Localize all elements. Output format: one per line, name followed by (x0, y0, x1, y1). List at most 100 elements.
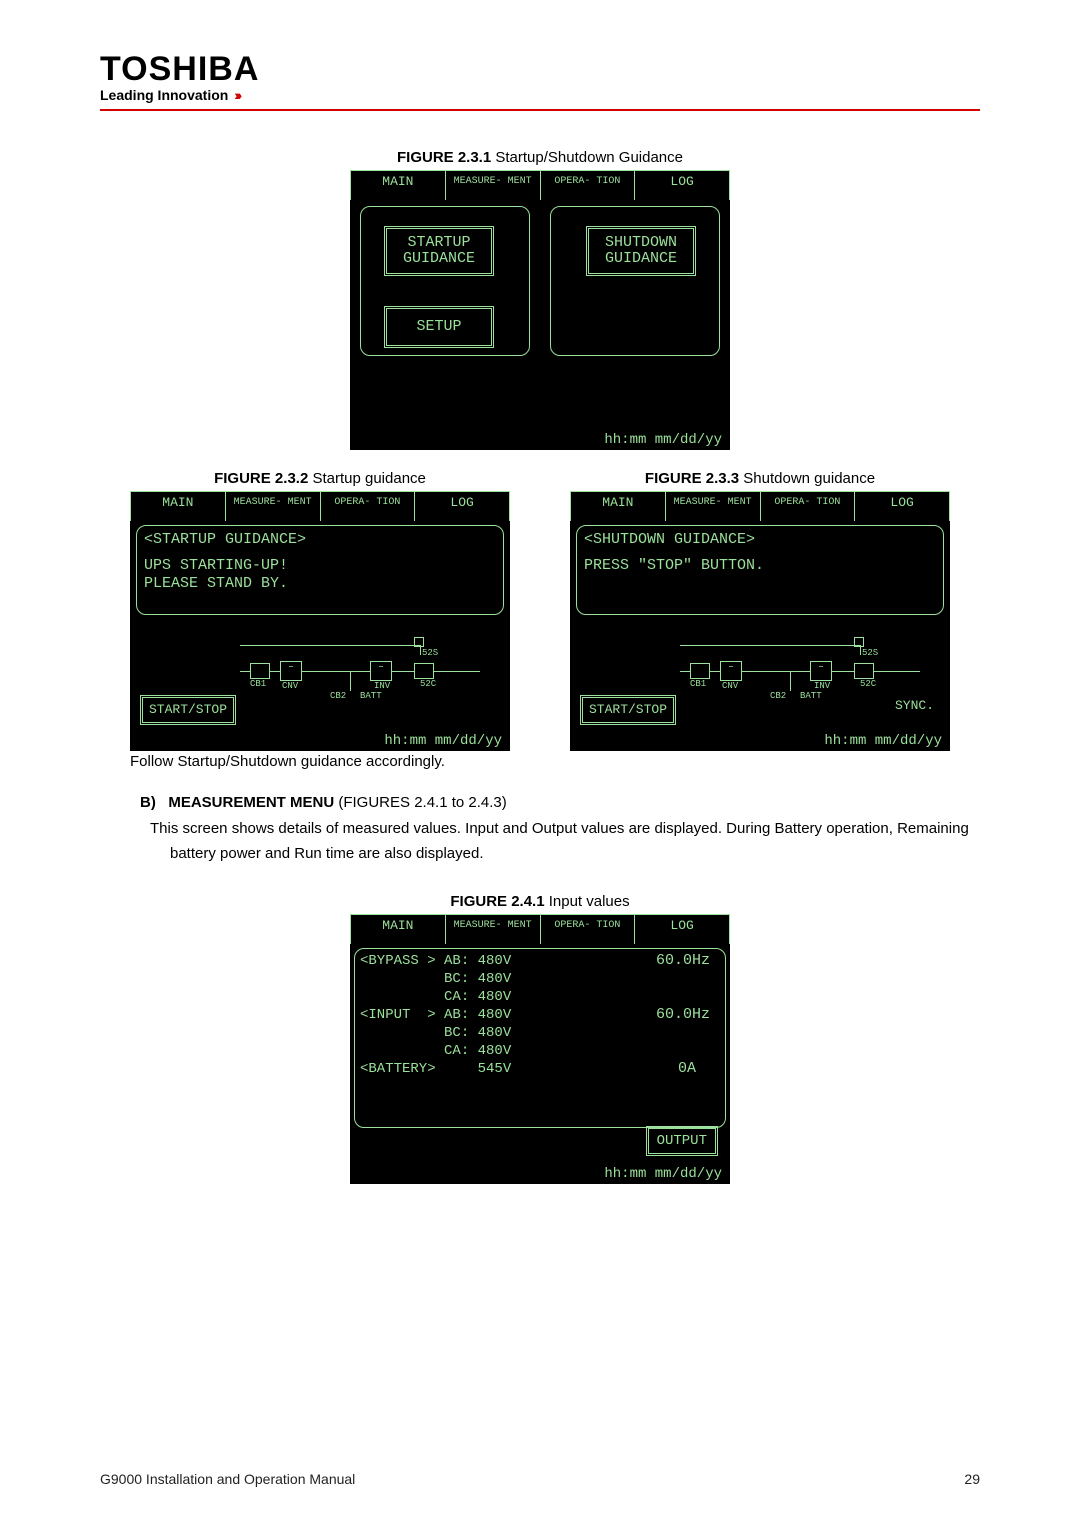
fig232-followup: Follow Startup/Shutdown guidance accordi… (130, 753, 445, 770)
inv-label: INV (374, 681, 390, 691)
tab-measurement-label: MEASURE- MENT (446, 175, 540, 189)
fig231-lcd: MAIN MEASURE- MENT OPERA- TION LOG START… (350, 170, 730, 450)
tab-log-label: LOG (855, 496, 949, 510)
fig232-caption-bold: FIGURE 2.3.2 (214, 470, 308, 487)
tagline-text: Leading Innovation (100, 87, 228, 103)
cnv-icon: ∼ (720, 661, 742, 681)
tab-log-label: LOG (635, 175, 729, 189)
tab-operation[interactable]: OPERA- TION (541, 170, 636, 200)
tab-main-label: MAIN (351, 919, 445, 933)
row-fig232-233: FIGURE 2.3.2 Startup guidance MAIN MEASU… (100, 470, 980, 770)
header-divider (100, 109, 980, 111)
fig241-lcd: MAIN MEASURE- MENT OPERA- TION LOG <BYPA… (350, 914, 730, 1184)
fig241-caption-bold: FIGURE 2.4.1 (450, 893, 544, 910)
cb1-icon (690, 663, 710, 679)
fig231-caption-bold: FIGURE 2.3.1 (397, 149, 491, 166)
tab-log[interactable]: LOG (635, 170, 730, 200)
section-b-heading: B) MEASUREMENT MENU (FIGURES 2.4.1 to 2.… (140, 790, 980, 816)
fig232-lcd: MAIN MEASURE- MENT OPERA- TION LOG <STAR… (130, 491, 510, 751)
fig231-tabs: MAIN MEASURE- MENT OPERA- TION LOG (350, 170, 730, 200)
s2s-box-icon (854, 637, 864, 647)
start-stop-button[interactable]: START/STOP (580, 695, 676, 725)
fig233-caption-rest: Shutdown guidance (739, 470, 875, 487)
section-b-rest: (FIGURES 2.4.1 to 2.4.3) (334, 794, 507, 811)
fig232-line2: UPS STARTING-UP! PLEASE STAND BY. (144, 557, 288, 593)
fig232-caption: FIGURE 2.3.2 Startup guidance (214, 470, 426, 487)
tab-log-label: LOG (415, 496, 509, 510)
tagline: Leading Innovation ››› (100, 87, 980, 103)
fig231-clock: hh:mm mm/dd/yy (604, 432, 722, 448)
startup-guidance-button[interactable]: STARTUP GUIDANCE (384, 226, 494, 276)
tab-measurement[interactable]: MEASURE- MENT (226, 491, 321, 521)
cb1-label: CB1 (250, 679, 266, 689)
inv-label: INV (814, 681, 830, 691)
fig241-clock: hh:mm mm/dd/yy (604, 1166, 722, 1182)
fig241-caption: FIGURE 2.4.1 Input values (450, 893, 629, 910)
s2c-icon (854, 663, 874, 679)
section-b-title: MEASUREMENT MENU (168, 794, 334, 811)
fig233-clock: hh:mm mm/dd/yy (824, 733, 942, 749)
s2c-label: 52C (860, 679, 876, 689)
fig232-clock: hh:mm mm/dd/yy (384, 733, 502, 749)
page-header: TOSHIBA Leading Innovation ››› (100, 50, 980, 141)
cnv-label: CNV (282, 681, 298, 691)
cb1-icon (250, 663, 270, 679)
fig231-caption: FIGURE 2.3.1 Startup/Shutdown Guidance (397, 149, 683, 166)
s2s-box-icon (414, 637, 424, 647)
tab-measurement[interactable]: MEASURE- MENT (446, 170, 541, 200)
tab-main[interactable]: MAIN (130, 491, 226, 521)
s2c-icon (414, 663, 434, 679)
fig231-body: STARTUP GUIDANCE SHUTDOWN GUIDANCE SETUP (354, 200, 726, 428)
figure-2-3-2: FIGURE 2.3.2 Startup guidance MAIN MEASU… (130, 470, 510, 770)
batt-label: BATT (360, 691, 382, 701)
tab-main-label: MAIN (131, 496, 225, 510)
fig241-hz2: 60.0Hz (656, 1006, 710, 1024)
tab-operation-label: OPERA- TION (541, 919, 635, 933)
tab-measurement-label: MEASURE- MENT (666, 496, 760, 510)
fig241-left-col: <BYPASS > AB: 480V BC: 480V CA: 480V <IN… (360, 952, 511, 1078)
figure-2-3-3: FIGURE 2.3.3 Shutdown guidance MAIN MEAS… (570, 470, 950, 770)
output-button[interactable]: OUTPUT (646, 1126, 718, 1156)
fig232-diagram: 52S CB1 ∼ CNV ∼ INV 52C CB2 BATT (130, 631, 510, 701)
start-stop-button[interactable]: START/STOP (140, 695, 236, 725)
section-b-para: This screen shows details of measured va… (170, 816, 980, 867)
tab-operation[interactable]: OPERA- TION (761, 491, 856, 521)
tab-operation-label: OPERA- TION (541, 175, 635, 189)
tab-main[interactable]: MAIN (350, 914, 446, 944)
tab-operation[interactable]: OPERA- TION (541, 914, 636, 944)
sync-label: SYNC. (895, 698, 934, 713)
fig233-caption-bold: FIGURE 2.3.3 (645, 470, 739, 487)
fig232-tabs: MAIN MEASURE- MENT OPERA- TION LOG (130, 491, 510, 521)
footer-left: G9000 Installation and Operation Manual (100, 1471, 355, 1487)
cb2-label: CB2 (330, 691, 346, 701)
fig233-diagram: 52S CB1 ∼ CNV ∼ INV 52C CB2 BATT (570, 631, 950, 701)
s2s-label: 52S (862, 648, 878, 658)
footer-page-number: 29 (964, 1471, 980, 1487)
tab-log[interactable]: LOG (635, 914, 730, 944)
tab-log-label: LOG (635, 919, 729, 933)
tab-log[interactable]: LOG (415, 491, 510, 521)
tab-operation[interactable]: OPERA- TION (321, 491, 416, 521)
batt-label: BATT (800, 691, 822, 701)
cb1-label: CB1 (690, 679, 706, 689)
tab-main-label: MAIN (571, 496, 665, 510)
fig241-tabs: MAIN MEASURE- MENT OPERA- TION LOG (350, 914, 730, 944)
tab-measurement[interactable]: MEASURE- MENT (666, 491, 761, 521)
s2s-label: 52S (422, 648, 438, 658)
tab-main[interactable]: MAIN (350, 170, 446, 200)
figure-2-3-1: FIGURE 2.3.1 Startup/Shutdown Guidance M… (100, 149, 980, 450)
tab-measurement[interactable]: MEASURE- MENT (446, 914, 541, 944)
fig232-line1: <STARTUP GUIDANCE> (144, 531, 306, 549)
tab-measurement-label: MEASURE- MENT (446, 919, 540, 933)
section-b: B) MEASUREMENT MENU (FIGURES 2.4.1 to 2.… (100, 790, 980, 867)
tab-measurement-label: MEASURE- MENT (226, 496, 320, 510)
tab-main[interactable]: MAIN (570, 491, 666, 521)
setup-button[interactable]: SETUP (384, 306, 494, 348)
fig232-caption-rest: Startup guidance (308, 470, 426, 487)
tab-operation-label: OPERA- TION (321, 496, 415, 510)
shutdown-guidance-button[interactable]: SHUTDOWN GUIDANCE (586, 226, 696, 276)
tab-log[interactable]: LOG (855, 491, 950, 521)
fig241-amp: 0A (678, 1060, 696, 1078)
tab-main-label: MAIN (351, 175, 445, 189)
fig233-tabs: MAIN MEASURE- MENT OPERA- TION LOG (570, 491, 950, 521)
